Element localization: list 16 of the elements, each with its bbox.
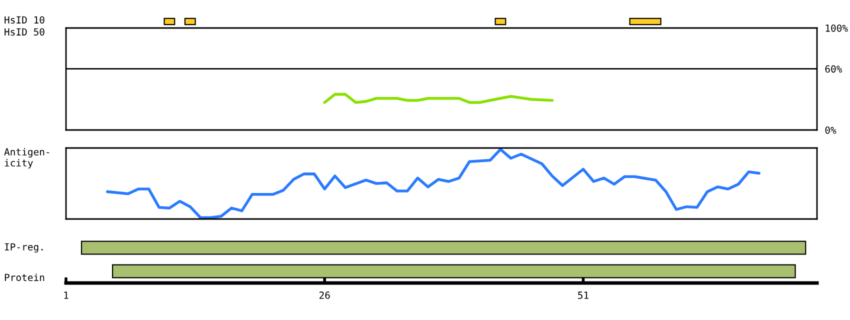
bar: [164, 18, 176, 26]
bar: [629, 18, 662, 26]
x-tick-label: 51: [578, 292, 588, 299]
line-series: [323, 92, 554, 104]
x-axis-title: Protein: [4, 274, 44, 282]
y-tick-label: 100%: [826, 24, 848, 32]
y-axis-title: IP-reg.: [4, 243, 43, 253]
x-tick-label: 26: [319, 292, 330, 299]
bar: [494, 18, 506, 26]
y-axis-title: HsID 10: [4, 16, 44, 24]
y-tick-label: 0%: [825, 126, 836, 134]
bar: [184, 18, 196, 26]
y-axis-title: HsID 50: [4, 28, 44, 36]
y-axis-title: Antigen- icity: [4, 148, 50, 168]
x-tick-label: 1: [64, 292, 68, 299]
y-tick-label: 60%: [825, 65, 842, 73]
